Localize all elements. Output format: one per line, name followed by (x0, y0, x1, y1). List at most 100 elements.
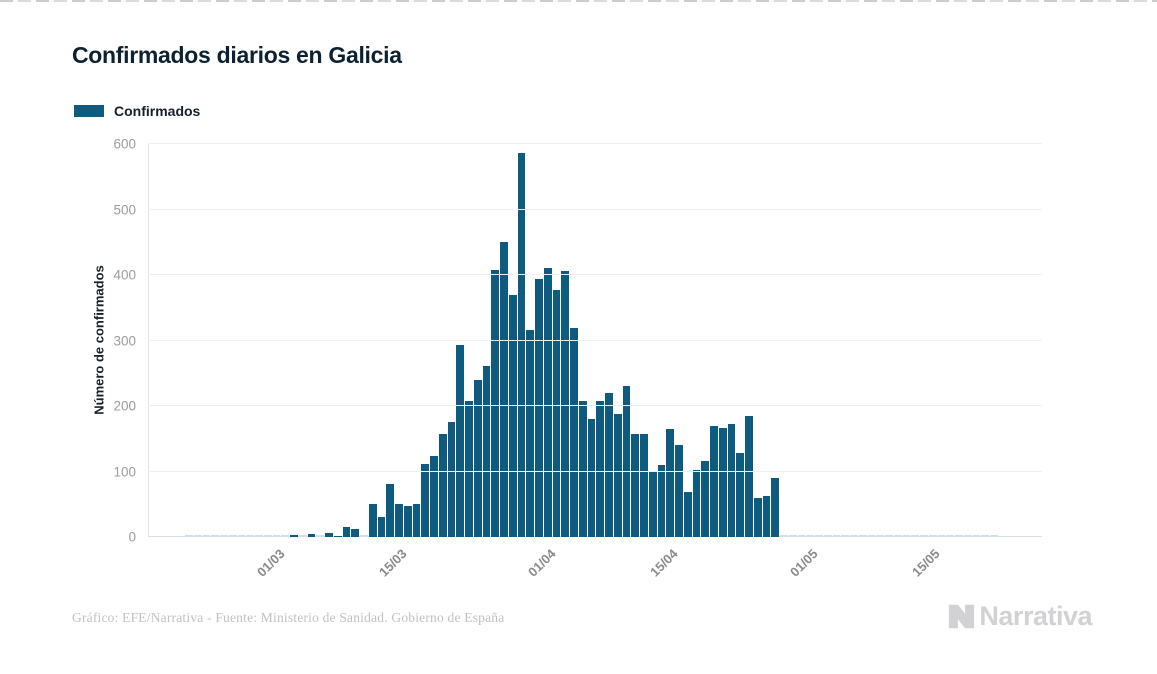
zero-bar (850, 535, 858, 537)
zero-bar (911, 535, 919, 537)
bar (447, 422, 456, 537)
gridline (148, 143, 1042, 144)
y-tick-label: 200 (113, 398, 136, 414)
plot-area: 0 100 200 300 400 500 600 01/03 15/03 01/04 15/04 0… (113, 137, 1042, 580)
bar (342, 526, 351, 537)
zero-bar (193, 535, 202, 537)
bar (640, 434, 648, 537)
zero-bar (211, 535, 219, 537)
bar (403, 506, 412, 537)
x-tick-label: 15/04 (647, 546, 681, 580)
bar (430, 455, 438, 537)
x-tick-label: 01/03 (253, 546, 288, 580)
zero-bar (832, 535, 841, 537)
zero-bar (185, 535, 193, 537)
bar (596, 400, 604, 537)
zero-bar (858, 535, 867, 537)
bar (570, 328, 578, 537)
zero-bar (815, 535, 823, 537)
zero-bar (876, 535, 884, 537)
bar (421, 464, 429, 537)
bar (526, 330, 534, 537)
bar (351, 529, 359, 537)
zero-bar (255, 535, 263, 537)
bar (692, 470, 701, 537)
y-tick-label: 600 (113, 136, 136, 152)
bar (491, 269, 499, 537)
x-tick-label: 01/05 (787, 546, 821, 580)
y-tick-label: 100 (113, 464, 136, 480)
bar (648, 470, 657, 537)
y-axis-line (148, 144, 149, 537)
y-tick-label: 0 (128, 529, 136, 545)
zero-bar (885, 535, 893, 537)
bar (482, 366, 491, 537)
bar (745, 415, 753, 537)
bar (613, 413, 622, 537)
bar (508, 295, 517, 537)
y-tick-label: 300 (113, 333, 136, 348)
bar (701, 461, 709, 537)
zero-bar (797, 535, 806, 537)
narrativa-logo-text: Narrativa (979, 601, 1092, 631)
zero-bar (788, 535, 797, 537)
bar (517, 153, 526, 537)
zero-bar (360, 535, 368, 537)
gridline (148, 208, 1042, 210)
gridline (148, 274, 1042, 276)
zero-bar (316, 535, 324, 537)
zero-bar (955, 535, 963, 537)
legend-label: Confirmados (114, 103, 201, 119)
bar (368, 504, 377, 537)
bar (657, 464, 666, 537)
bar (307, 534, 316, 537)
zero-bar (920, 535, 928, 537)
bar (666, 428, 674, 537)
narrativa-n-mark-icon (949, 604, 975, 629)
zero-bar (263, 535, 272, 537)
y-tick-label: 400 (113, 267, 136, 283)
x-tick-label: 15/05 (909, 546, 944, 580)
bar (727, 423, 736, 537)
bar (377, 517, 386, 537)
zero-bar (963, 535, 972, 537)
zero-bar (228, 535, 237, 537)
bar (683, 491, 692, 537)
zero-bar (990, 535, 998, 537)
bar (718, 428, 727, 537)
zero-bar (220, 535, 228, 537)
bar (325, 533, 333, 537)
zero-bar (298, 535, 307, 537)
x-tick-label: 15/03 (376, 546, 410, 580)
gridline (148, 339, 1042, 341)
bar (543, 267, 552, 537)
bar (535, 278, 543, 537)
zero-bar (780, 535, 788, 537)
bar (736, 452, 744, 537)
narrativa-logo: Narrativa (947, 601, 1092, 632)
bar (710, 425, 718, 537)
bar (465, 401, 473, 537)
bar (622, 385, 631, 537)
y-tick-label: 500 (113, 202, 136, 217)
zero-bar (246, 535, 254, 537)
x-tick-label: 01/04 (524, 546, 559, 580)
bar (473, 380, 482, 537)
zero-bar (937, 535, 946, 537)
bar (675, 445, 683, 537)
bar (290, 535, 298, 537)
zero-bar (972, 535, 981, 537)
zero-bar (946, 535, 954, 537)
bar (438, 433, 447, 537)
gridline (148, 405, 1042, 407)
bar (587, 419, 596, 537)
legend-item-confirmados[interactable]: Confirmados (74, 103, 200, 119)
zero-bar (202, 535, 211, 537)
bar (412, 504, 421, 537)
zero-bar (281, 535, 289, 537)
bar (386, 483, 394, 537)
bar (500, 241, 508, 537)
bar (771, 478, 779, 537)
zero-bar (806, 535, 814, 537)
